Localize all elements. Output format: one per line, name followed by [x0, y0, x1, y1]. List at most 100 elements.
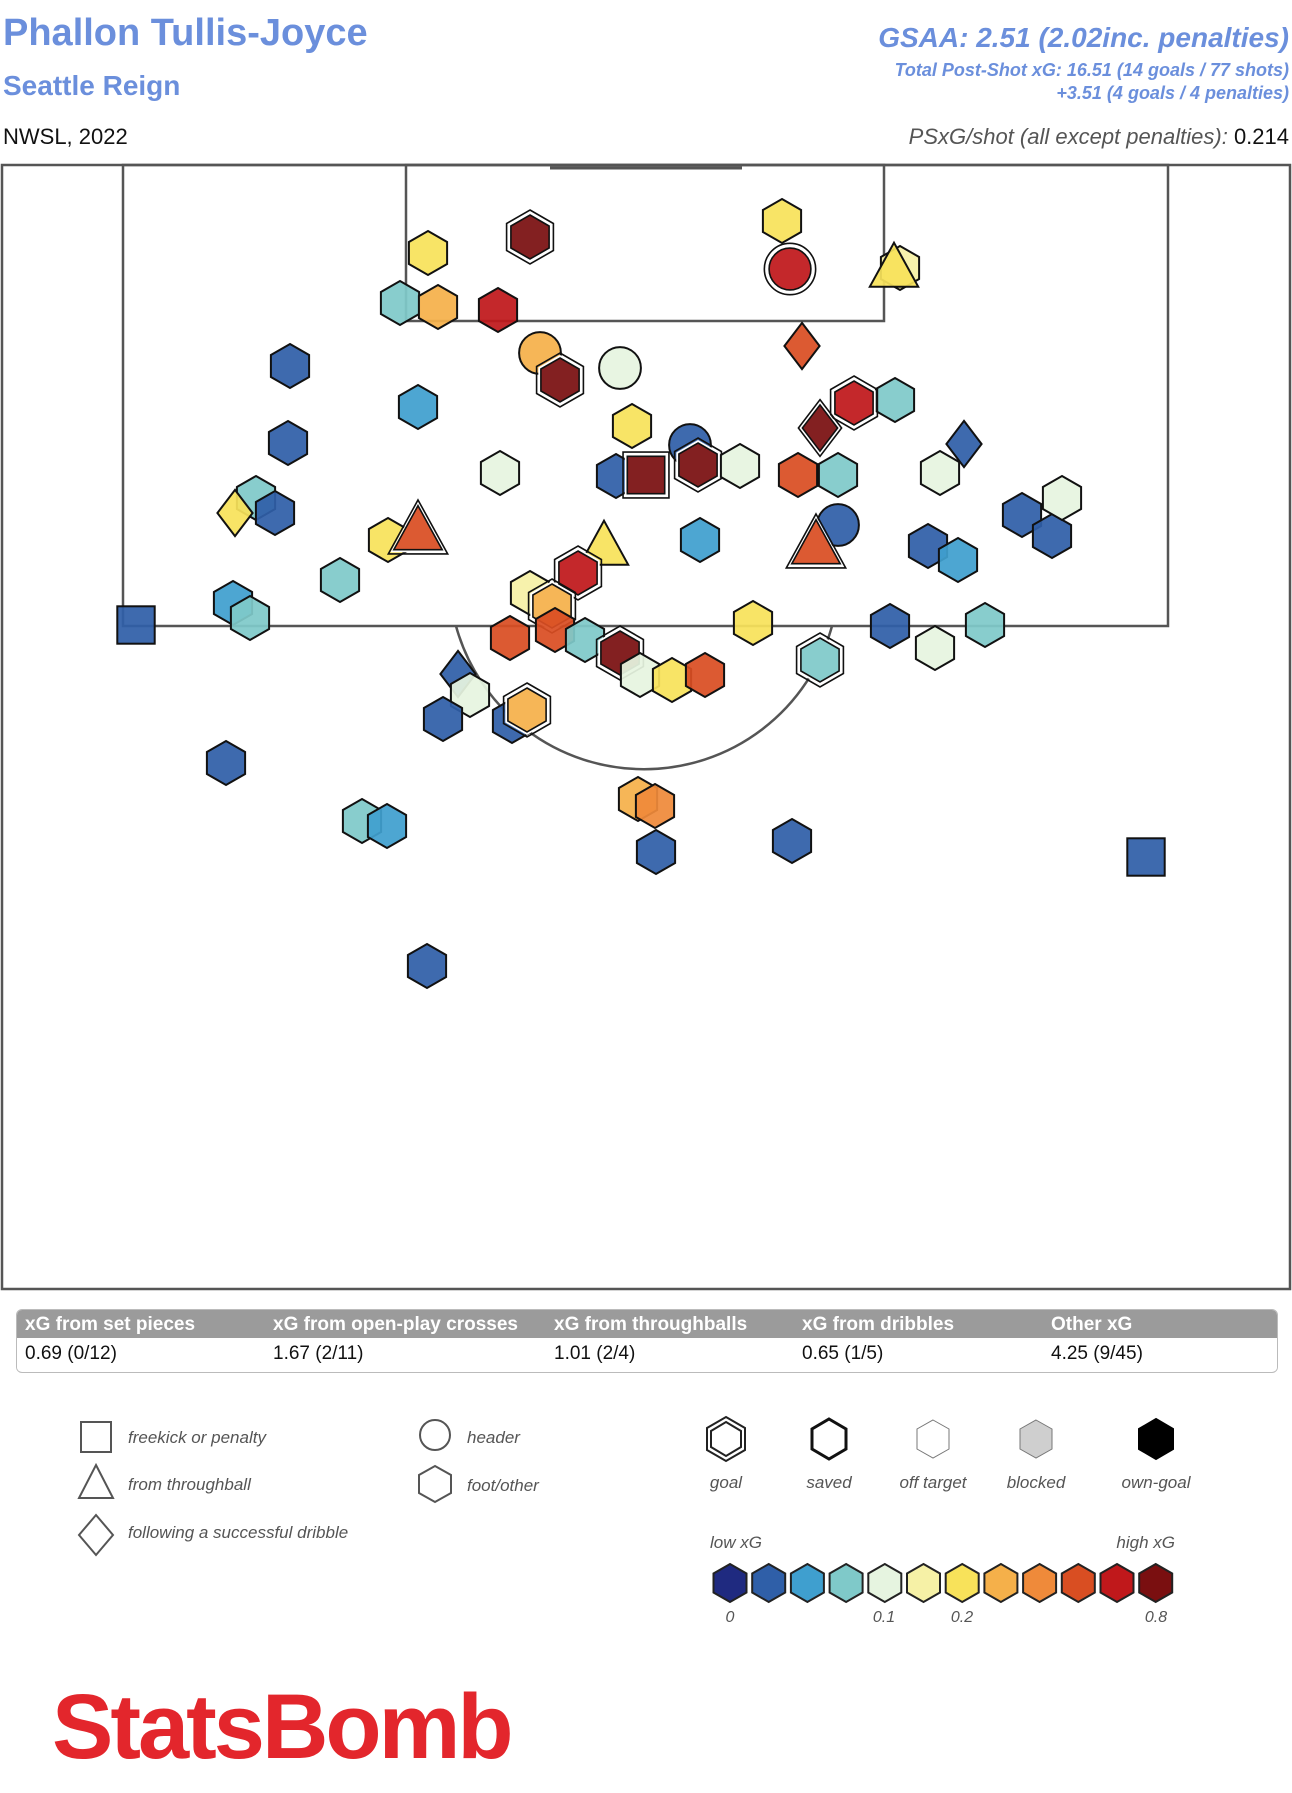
gsaa-stat: GSAA: 2.51 (2.02inc. penalties) [878, 22, 1289, 53]
penalty-arc [454, 625, 834, 771]
shot-marker-60 [619, 651, 661, 699]
scale-swatch-6 [944, 1562, 980, 1604]
legend-label-blocked: blocked [1007, 1473, 1066, 1492]
legend-label-own-goal: own-goal [1122, 1473, 1192, 1492]
scale-tick-0-1: 0.1 [873, 1609, 895, 1626]
shot-marker-32 [254, 489, 296, 537]
shot-marker-54 [914, 624, 956, 672]
shot-marker-34 [386, 498, 450, 555]
competition-season: NWSL, 2022 [3, 124, 128, 149]
scale-tick-0-8: 0.8 [1145, 1609, 1167, 1626]
shot-marker-22 [719, 442, 761, 490]
shot-marker-55 [489, 614, 531, 662]
psxg-penalties-stat: +3.51 (4 goals / 4 penalties) [1056, 83, 1289, 103]
legend-hexagon-icon [418, 1464, 452, 1504]
value-other-xg: 4.25 (9/45) [1051, 1343, 1143, 1364]
pitch-outline [0, 163, 1292, 1291]
shot-marker-44 [319, 556, 361, 604]
legend: freekick or penalty from throughball fol… [77, 1415, 1192, 1626]
shot-marker-73 [635, 828, 677, 876]
legend-label-foot: foot/other [467, 1476, 540, 1495]
shot-marker-52 [869, 602, 911, 650]
shot-marker-10 [535, 352, 585, 408]
shot-marker-0 [407, 229, 449, 277]
scale-swatch-7 [983, 1562, 1019, 1604]
shot-marker-26 [777, 451, 819, 499]
shot-marker-53 [964, 601, 1006, 649]
legend-square-icon [80, 1421, 112, 1453]
shot-map-pitch [0, 163, 1292, 1291]
header-set-pieces: xG from set pieces [25, 1314, 196, 1335]
xg-table-row: 0.69 (0/12) 1.67 (2/11) 1.01 (2/4) 0.65 … [17, 1338, 1277, 1371]
shot-marker-12 [783, 321, 821, 371]
scale-tick-0: 0 [726, 1609, 735, 1626]
shot-marker-76 [406, 942, 448, 990]
legend-label-throughball: from throughball [128, 1475, 252, 1494]
psxg-per-shot-value: 0.214 [1233, 124, 1289, 149]
shot-marker-24 [829, 375, 879, 431]
legend-label-off-target: off target [899, 1473, 967, 1492]
shot-marker-62 [684, 651, 726, 699]
shot-marker-50 [116, 605, 156, 645]
legend-label-goal: goal [710, 1473, 743, 1492]
shot-marker-75 [1126, 837, 1166, 877]
shot-marker-2 [761, 197, 803, 245]
legend-label-saved: saved [806, 1473, 852, 1492]
shot-marker-72 [366, 802, 408, 850]
legend-blocked-icon [1019, 1419, 1053, 1459]
legend-diamond-icon [77, 1513, 115, 1557]
shots-layer [116, 197, 1166, 990]
scale-swatch-8 [1022, 1562, 1058, 1604]
legend-goal-icon [706, 1415, 746, 1463]
xg-table-header: xG from set pieces xG from open-play cro… [17, 1310, 1277, 1338]
shot-marker-21 [673, 437, 723, 493]
shot-marker-3 [763, 242, 817, 296]
value-dribbles: 0.65 (1/5) [802, 1343, 884, 1364]
shot-marker-43 [1041, 474, 1083, 522]
header-other-xg: Other xG [1051, 1314, 1133, 1335]
shot-marker-65 [422, 695, 464, 743]
shot-marker-8 [477, 286, 519, 334]
legend-circle-icon [419, 1419, 451, 1451]
shot-marker-74 [771, 817, 813, 865]
shot-marker-29 [945, 419, 983, 469]
header-throughballs: xG from throughballs [554, 1314, 748, 1335]
scale-swatch-11 [1138, 1562, 1174, 1604]
shot-marker-68 [205, 739, 247, 787]
shot-marker-59 [795, 632, 845, 688]
header-dribbles: xG from dribbles [802, 1314, 955, 1335]
scale-swatch-10 [1099, 1562, 1135, 1604]
shot-marker-40 [937, 536, 979, 584]
shot-marker-15 [611, 402, 653, 450]
xg-summary-table: xG from set pieces xG from open-play cro… [16, 1309, 1278, 1373]
value-open-play-crosses: 1.67 (2/11) [273, 1343, 364, 1364]
shot-marker-41 [1001, 491, 1043, 539]
shot-marker-42 [1031, 512, 1073, 560]
shot-marker-20 [622, 451, 670, 499]
shot-marker-7 [417, 283, 459, 331]
legend-label-header: header [467, 1428, 521, 1447]
xg-color-scale [712, 1562, 1174, 1604]
value-throughballs: 1.01 (2/4) [554, 1343, 636, 1364]
shot-marker-1 [505, 209, 555, 265]
value-set-pieces: 0.69 (0/12) [25, 1343, 117, 1364]
psxg-per-shot-label: PSxG/shot (all except penalties): [908, 124, 1228, 149]
legend-saved-icon [810, 1417, 848, 1461]
legend-label-freekick: freekick or penalty [128, 1428, 267, 1447]
legend-own-goal-icon [1138, 1417, 1174, 1461]
shot-marker-36 [679, 516, 721, 564]
scale-low-label: low xG [710, 1533, 762, 1552]
header-open-play-crosses: xG from open-play crosses [273, 1314, 518, 1335]
legend-off-target-icon [916, 1419, 950, 1459]
shot-marker-11 [598, 346, 642, 390]
shot-marker-14 [397, 383, 439, 431]
shot-marker-27 [817, 451, 859, 499]
shot-marker-45 [553, 545, 603, 601]
shot-marker-5 [868, 240, 920, 288]
legend-label-dribble: following a successful dribble [128, 1523, 348, 1542]
scale-swatch-5 [906, 1562, 941, 1604]
scale-swatch-4 [867, 1562, 903, 1604]
shot-marker-49 [229, 594, 271, 642]
scale-high-label: high xG [1116, 1533, 1175, 1552]
shot-marker-13 [269, 342, 311, 390]
